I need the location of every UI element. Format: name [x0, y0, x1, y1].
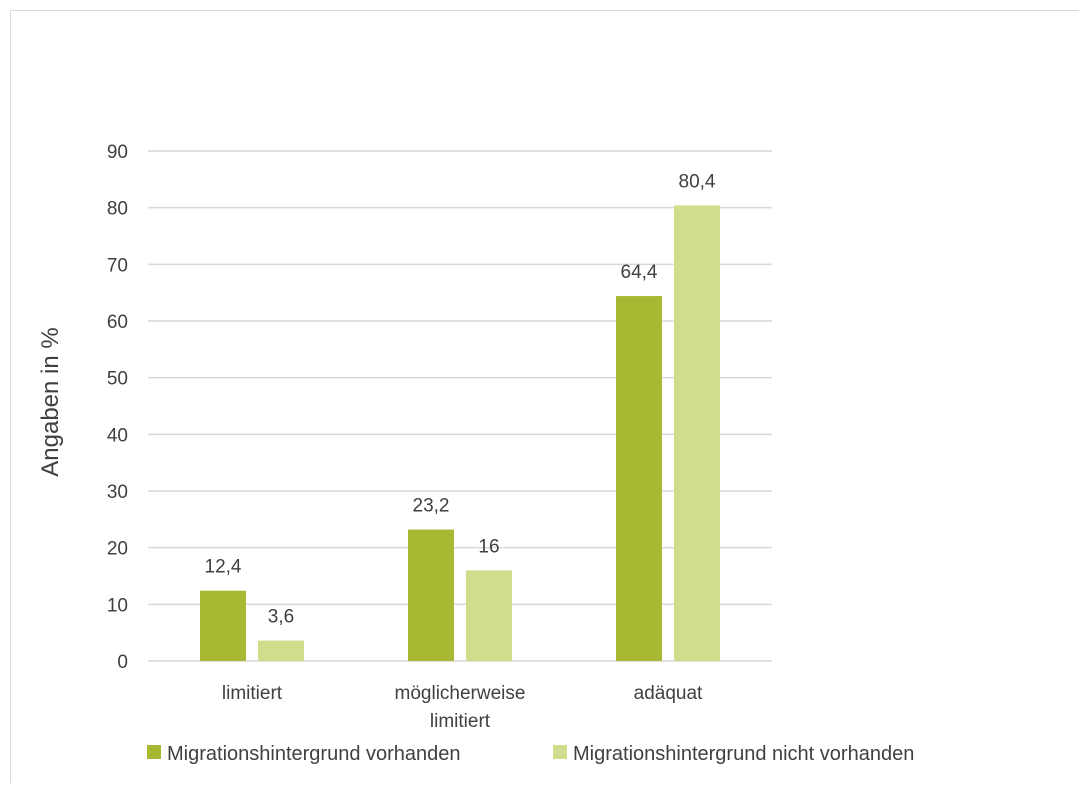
x-axis-categories: limitiert möglicherweise limitiert adäquat [222, 683, 703, 732]
y-tick-label: 60 [107, 312, 128, 333]
data-label: 16 [478, 536, 499, 557]
x-category-label: limitiert [222, 683, 283, 704]
data-label: 12,4 [205, 557, 242, 578]
data-label: 80,4 [679, 171, 716, 192]
data-labels: 12,4 3,6 23,2 16 64,4 80,4 [205, 171, 716, 627]
data-label: 3,6 [268, 607, 294, 628]
legend: Migrationshintergrund vorhanden Migration… [147, 743, 914, 765]
bar [200, 590, 246, 661]
bar [466, 570, 512, 661]
y-tick-label: 50 [107, 369, 128, 390]
y-tick-label: 40 [107, 425, 128, 446]
bar [616, 296, 662, 661]
legend-swatch [147, 745, 161, 759]
y-tick-label: 0 [117, 652, 128, 673]
y-tick-label: 10 [107, 595, 128, 616]
bar [258, 640, 304, 661]
legend-label: Migrationshintergrund nicht vorhanden [573, 743, 914, 765]
x-category-label: limitiert [430, 711, 491, 732]
bar [674, 205, 720, 661]
x-category-label: adäquat [634, 683, 703, 704]
data-label: 23,2 [413, 496, 450, 517]
y-tick-label: 30 [107, 482, 128, 503]
gridlines [148, 150, 772, 662]
data-label: 64,4 [621, 262, 658, 283]
legend-label: Migrationshintergrund vorhanden [167, 743, 461, 765]
y-axis-label: Angaben in % [37, 327, 64, 476]
chart-frame [10, 10, 1079, 783]
y-axis-ticks: 0 10 20 30 40 50 60 70 80 90 [107, 142, 128, 673]
y-tick-label: 90 [107, 142, 128, 163]
bars [200, 205, 720, 661]
y-tick-label: 20 [107, 539, 128, 560]
x-category-label: möglicherweise [395, 683, 526, 704]
bar [408, 529, 454, 661]
y-tick-label: 70 [107, 255, 128, 276]
y-tick-label: 80 [107, 199, 128, 220]
legend-swatch [553, 745, 567, 759]
